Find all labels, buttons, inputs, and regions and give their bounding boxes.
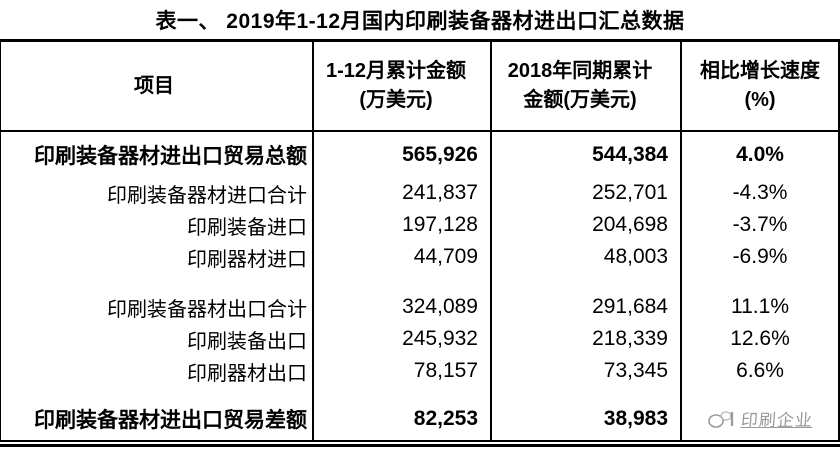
row-label: 印刷装备进口 xyxy=(1,209,314,241)
column-header-text: 2018年同期累计 xyxy=(507,60,653,82)
amount-2019: 197,128 xyxy=(314,209,492,241)
column-header-text: (%) xyxy=(744,89,776,111)
watermark-logo-icon xyxy=(708,410,734,428)
column-header-text: 相比增长速度 xyxy=(700,60,820,82)
column-header-text: 金额(万美元) xyxy=(523,89,637,111)
header-row: 项目 1-12月累计金额 (万美元) 2018年同期累计 金额(万美元) 相比增… xyxy=(1,42,838,132)
growth-rate: -4.3% xyxy=(732,181,788,204)
column-header-growth: 相比增长速度 (%) xyxy=(682,42,838,132)
column-header-item: 项目 xyxy=(1,42,314,132)
amount-2018: 204,698 xyxy=(492,209,682,241)
table-row-trade-balance: 印刷装备器材进出口贸易差额 82,253 38,983 印刷企业 xyxy=(1,397,838,440)
growth-rate: 11.1% xyxy=(731,295,789,318)
row-label: 印刷装备器材进出口贸易差额 xyxy=(1,397,314,440)
table-row-materials-export: 印刷器材出口 78,157 73,345 6.6% xyxy=(1,355,838,387)
watermark: 印刷企业 xyxy=(707,406,814,431)
table-row-equipment-export: 印刷装备出口 245,932 218,339 12.6% xyxy=(1,323,838,355)
amount-2018: 544,384 xyxy=(492,132,682,177)
amount-2019: 241,837 xyxy=(314,177,492,209)
group-spacer xyxy=(1,387,838,397)
amount-2018: 218,339 xyxy=(492,323,682,355)
row-label: 印刷器材出口 xyxy=(1,355,314,387)
group-spacer xyxy=(1,273,838,291)
amount-2019: 82,253 xyxy=(314,397,492,440)
amount-2019: 565,926 xyxy=(314,132,492,177)
amount-2019: 324,089 xyxy=(314,291,492,323)
table-row-equipment-import: 印刷装备进口 197,128 204,698 -3.7% xyxy=(1,209,838,241)
watermark-text: 印刷企业 xyxy=(740,411,814,430)
column-header-text: 项目 xyxy=(134,74,174,97)
growth-rate: 6.6% xyxy=(736,359,784,382)
row-label: 印刷装备器材进出口贸易总额 xyxy=(1,132,314,177)
data-table: 项目 1-12月累计金额 (万美元) 2018年同期累计 金额(万美元) 相比增… xyxy=(0,42,840,442)
amount-2019: 44,709 xyxy=(314,241,492,273)
amount-2018: 252,701 xyxy=(492,177,682,209)
table-row-total-trade: 印刷装备器材进出口贸易总额 565,926 544,384 4.0% xyxy=(1,132,838,177)
growth-rate: -3.7% xyxy=(732,213,788,236)
table-row-import-total: 印刷装备器材进口合计 241,837 252,701 -4.3% xyxy=(1,177,838,209)
growth-rate: 12.6% xyxy=(730,327,790,350)
bottom-border-line xyxy=(0,444,840,447)
column-header-amount-2018: 2018年同期累计 金额(万美元) xyxy=(492,42,682,132)
column-header-amount-2019: 1-12月累计金额 (万美元) xyxy=(314,42,492,132)
row-label: 印刷装备器材出口合计 xyxy=(1,291,314,323)
row-label: 印刷装备出口 xyxy=(1,323,314,355)
amount-2019: 78,157 xyxy=(314,355,492,387)
row-label: 印刷装备器材进口合计 xyxy=(1,177,314,209)
column-header-text: (万美元) xyxy=(359,89,433,111)
amount-2018: 73,345 xyxy=(492,355,682,387)
row-label: 印刷器材进口 xyxy=(1,241,314,273)
table-row-materials-import: 印刷器材进口 44,709 48,003 -6.9% xyxy=(1,241,838,273)
column-header-text: 1-12月累计金额 xyxy=(325,60,467,82)
amount-2019: 245,932 xyxy=(314,323,492,355)
amount-2018: 48,003 xyxy=(492,241,682,273)
amount-2018: 38,983 xyxy=(492,397,682,440)
amount-2018: 291,684 xyxy=(492,291,682,323)
growth-rate: 4.0% xyxy=(736,142,784,166)
growth-rate: -6.9% xyxy=(732,245,788,268)
table-title: 表一、 2019年1-12月国内印刷装备器材进出口汇总数据 xyxy=(0,0,840,42)
table-row-export-total: 印刷装备器材出口合计 324,089 291,684 11.1% xyxy=(1,291,838,323)
